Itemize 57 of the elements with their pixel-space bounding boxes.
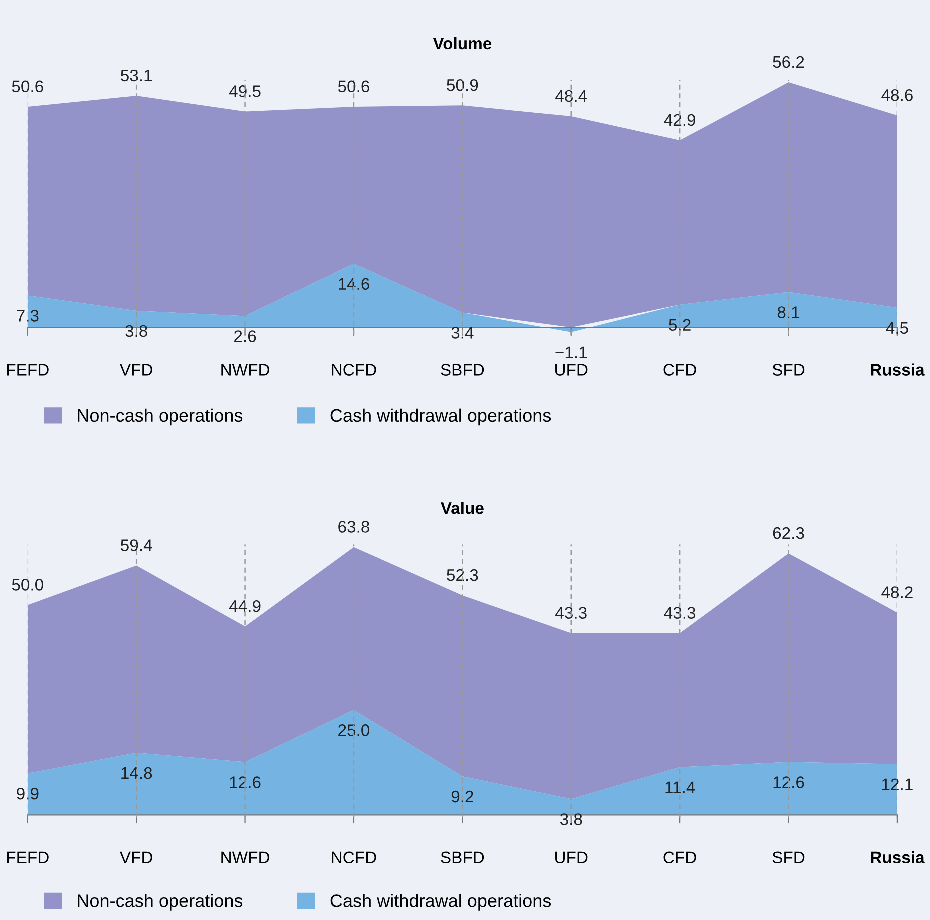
chart-title: Volume bbox=[433, 37, 492, 50]
data-label: 25.0 bbox=[338, 724, 370, 736]
x-tick-label: FEFD bbox=[8, 852, 49, 864]
data-label: 14.6 bbox=[339, 278, 370, 290]
data-label: −1.1 bbox=[556, 346, 588, 358]
data-label: 62.3 bbox=[773, 527, 804, 540]
data-label: 3.8 bbox=[560, 814, 582, 826]
data-label: 48.6 bbox=[882, 89, 913, 102]
x-tick-label: VFD bbox=[120, 852, 152, 864]
x-tick-label: SBFD bbox=[441, 852, 484, 864]
data-label: 50.9 bbox=[447, 79, 478, 92]
data-label: 50.0 bbox=[12, 579, 44, 591]
data-label: 63.8 bbox=[338, 521, 370, 533]
x-tick-label: Russia bbox=[871, 851, 925, 864]
x-tick-label: NCFD bbox=[332, 852, 376, 864]
data-label: 12.6 bbox=[230, 776, 261, 788]
x-tick-label: NCFD bbox=[332, 364, 376, 376]
x-tick-label: VFD bbox=[120, 364, 152, 376]
legend-label: Cash withdrawal operations bbox=[330, 408, 552, 426]
legend-label: Non-cash operations bbox=[78, 894, 243, 911]
data-label: 50.6 bbox=[338, 80, 370, 93]
x-tick-label: SBFD bbox=[441, 364, 484, 376]
data-label: 53.1 bbox=[121, 70, 152, 82]
data-label: 8.1 bbox=[778, 306, 800, 318]
x-tick-label: SFD bbox=[772, 852, 805, 864]
x-tick-label: NWFD bbox=[222, 852, 270, 864]
x-tick-label: CFD bbox=[664, 364, 696, 376]
data-label: 42.9 bbox=[664, 114, 696, 126]
data-label: 52.3 bbox=[447, 569, 478, 582]
x-tick-label: CFD bbox=[664, 852, 696, 864]
data-label: 9.2 bbox=[452, 790, 474, 803]
x-tick-label: UFD bbox=[556, 852, 588, 864]
data-label: 12.6 bbox=[774, 776, 804, 788]
x-tick-label: SFD bbox=[772, 364, 805, 376]
data-label: 11.4 bbox=[666, 782, 696, 794]
data-label: 48.4 bbox=[556, 90, 588, 102]
x-tick-label: UFD bbox=[556, 364, 588, 376]
data-label: 14.8 bbox=[122, 767, 152, 780]
x-tick-label: NWFD bbox=[222, 364, 270, 376]
x-tick-label: FEFD bbox=[8, 364, 49, 376]
data-label: 59.4 bbox=[121, 540, 152, 552]
data-label: 43.3 bbox=[664, 607, 696, 619]
x-tick-label: Russia bbox=[871, 364, 925, 376]
data-label: 2.6 bbox=[234, 330, 256, 342]
data-label: 43.3 bbox=[556, 607, 587, 619]
data-label: 7.3 bbox=[17, 310, 39, 322]
chart-title: Value bbox=[441, 502, 484, 514]
data-label: 56.2 bbox=[773, 56, 804, 68]
data-label: 49.5 bbox=[229, 86, 261, 98]
data-label: 48.2 bbox=[882, 586, 913, 598]
legend-label: Non-cash operations bbox=[78, 408, 243, 426]
data-label: 3.8 bbox=[126, 325, 148, 338]
data-label: 9.9 bbox=[17, 788, 39, 800]
data-label: 44.9 bbox=[229, 600, 261, 612]
data-label: 3.4 bbox=[452, 327, 474, 339]
legend-label: Cash withdrawal operations bbox=[330, 894, 552, 911]
data-label: 50.6 bbox=[12, 80, 44, 93]
